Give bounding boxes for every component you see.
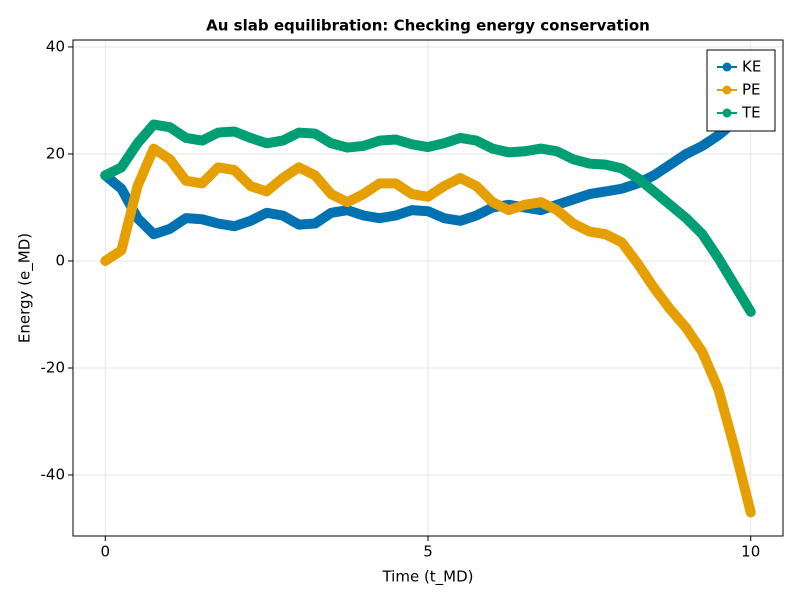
legend-marker [722,85,732,95]
y-tick-label: 0 [55,251,65,269]
plot-area [100,95,756,518]
y-tick-label: -40 [41,466,66,484]
legend-label: PE [742,81,761,99]
legend: KE PE TE [706,49,776,132]
x-axis-label: Time (t_MD) [381,568,473,587]
x-tick-label: 10 [741,543,760,561]
legend-label: KE [742,58,761,76]
chart-title: Au slab equilibration: Checking energy c… [206,17,650,35]
series-line [100,143,756,518]
series-line [100,119,756,317]
legend-label: TE [741,104,761,122]
x-tick-label: 5 [423,543,433,561]
legend-marker [722,62,732,72]
x-tick-label: 0 [100,543,110,561]
y-axis-label: Energy (e_MD) [16,233,35,343]
y-tick-label: 40 [46,37,65,55]
y-tick-label: 20 [46,144,65,162]
y-tick-label: -20 [41,358,66,376]
legend-marker [722,108,732,118]
